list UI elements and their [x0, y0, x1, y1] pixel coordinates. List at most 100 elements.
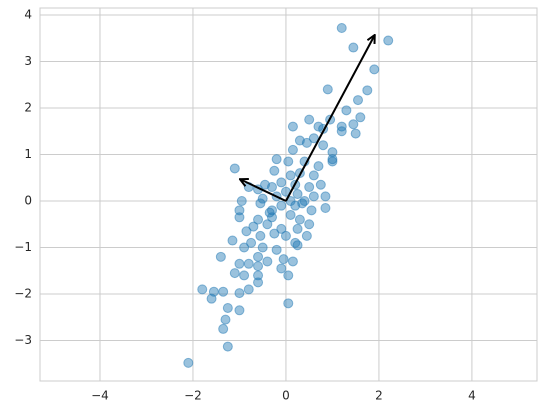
point [313, 121, 324, 132]
x-tick-label: 4 [468, 389, 476, 403]
point [315, 179, 326, 190]
point [355, 112, 366, 123]
point [262, 256, 273, 267]
point [183, 357, 194, 368]
point [348, 119, 359, 130]
point [253, 261, 264, 272]
point [266, 212, 277, 223]
point [234, 258, 245, 269]
point [304, 114, 315, 125]
point [287, 121, 298, 132]
point [229, 268, 240, 279]
point [301, 230, 312, 241]
point [271, 154, 282, 165]
point [362, 85, 373, 96]
point [320, 191, 331, 202]
point [276, 177, 287, 188]
point [234, 205, 245, 216]
point [308, 191, 319, 202]
point [222, 302, 233, 313]
x-tick-label: 0 [282, 389, 290, 403]
y-tick-label: 0 [24, 194, 32, 208]
point [350, 128, 361, 139]
point [336, 126, 347, 137]
point [285, 170, 296, 181]
point [292, 223, 303, 234]
point [336, 22, 347, 33]
point [236, 196, 247, 207]
point [234, 305, 245, 316]
point [255, 230, 266, 241]
point [253, 251, 264, 262]
point [306, 205, 317, 216]
y-tick-label: −1 [14, 240, 32, 254]
y-tick-label: 2 [24, 100, 32, 114]
point [287, 256, 298, 267]
arrow [285, 35, 375, 202]
point [308, 133, 319, 144]
point [353, 95, 364, 106]
point [257, 242, 268, 253]
point [287, 144, 298, 155]
plot-frame [39, 7, 538, 382]
point [220, 314, 231, 325]
point [322, 84, 333, 95]
point [285, 209, 296, 220]
point [278, 254, 289, 265]
point [197, 284, 208, 295]
point [383, 35, 394, 46]
point [234, 212, 245, 223]
point [227, 235, 238, 246]
y-tick-label: 3 [24, 54, 32, 68]
point [280, 230, 291, 241]
point [269, 228, 280, 239]
point [239, 242, 250, 253]
point [253, 277, 264, 288]
y-tick-label: 1 [24, 147, 32, 161]
point [229, 163, 240, 174]
point [369, 64, 380, 75]
point [218, 286, 229, 297]
point [234, 288, 245, 299]
point [253, 270, 264, 281]
point [243, 258, 254, 269]
point [276, 263, 287, 274]
point [243, 284, 254, 295]
point [292, 240, 303, 251]
point [304, 219, 315, 230]
y-tick-label: −2 [14, 287, 32, 301]
point [206, 293, 217, 304]
point [239, 270, 250, 281]
point [294, 214, 305, 225]
point [313, 161, 324, 172]
point [269, 165, 280, 176]
point [327, 156, 338, 167]
point [276, 200, 287, 211]
point [341, 105, 352, 116]
x-tick-label: −2 [184, 389, 202, 403]
point [253, 214, 264, 225]
arrow [240, 179, 287, 202]
y-tick-label: −3 [14, 333, 32, 347]
point [248, 221, 259, 232]
point [241, 226, 252, 237]
point [283, 270, 294, 281]
point [318, 140, 329, 151]
point [257, 193, 268, 204]
point [266, 182, 277, 193]
point [222, 341, 233, 352]
x-tick-label: 2 [375, 389, 383, 403]
x-tick-label: −4 [91, 389, 109, 403]
point [348, 42, 359, 53]
point [327, 154, 338, 165]
point [262, 219, 273, 230]
point [264, 207, 275, 218]
point [308, 170, 319, 181]
point [218, 323, 229, 334]
point [304, 182, 315, 193]
point [320, 202, 331, 213]
point [246, 237, 257, 248]
y-tick-label: 4 [24, 7, 32, 21]
